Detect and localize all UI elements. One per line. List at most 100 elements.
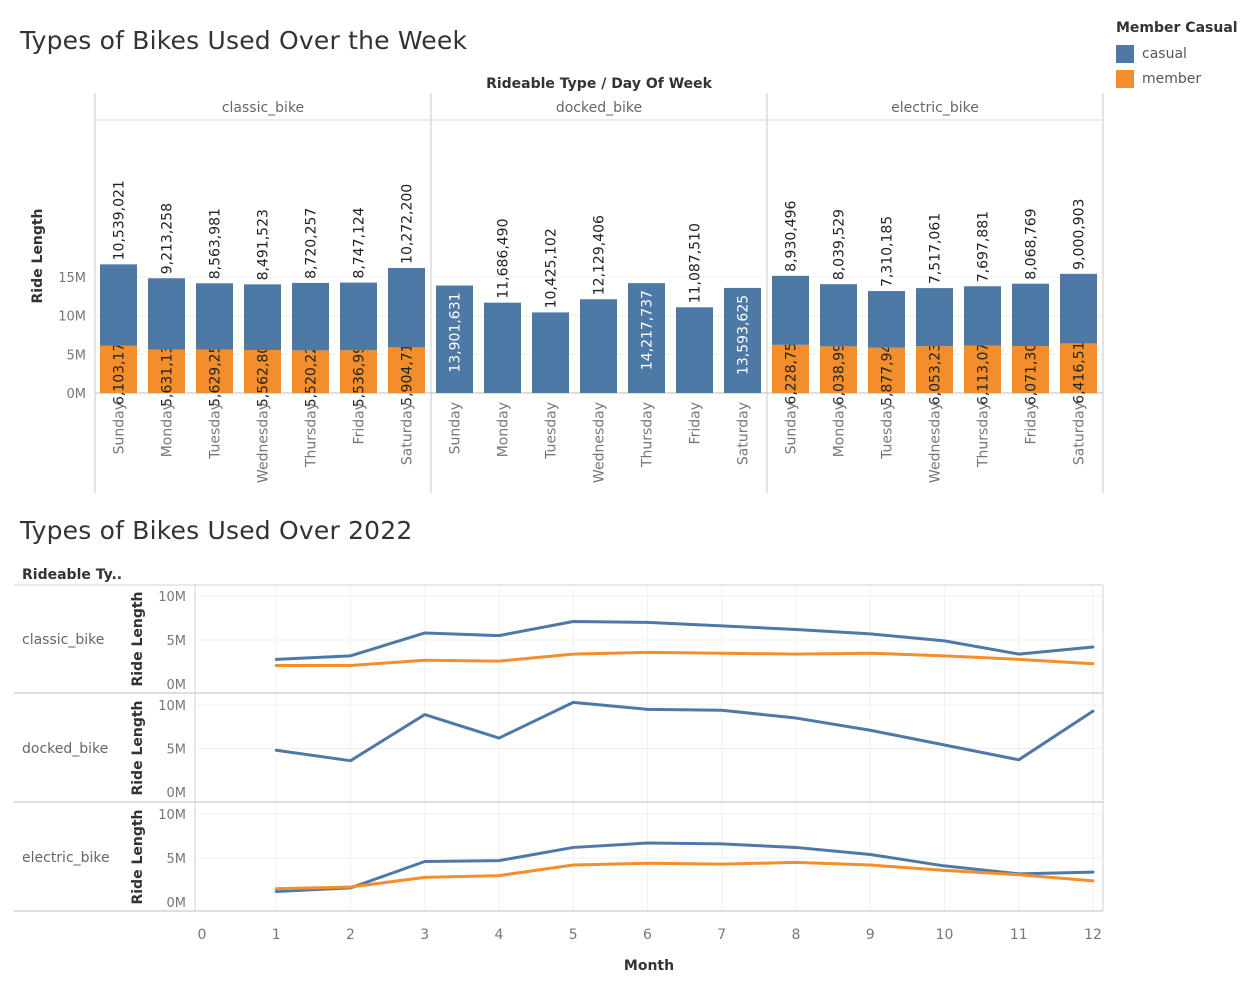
panel-label-classic-bike: classic_bike bbox=[222, 100, 304, 116]
x-tick-label: 12 bbox=[1084, 927, 1102, 943]
bar-casual bbox=[388, 267, 425, 348]
y-tick-label: 0M bbox=[67, 387, 87, 402]
legend-item-casual[interactable]: casual bbox=[1116, 41, 1238, 66]
x-tick-label: Sunday bbox=[112, 402, 128, 454]
y-tick-label: 10M bbox=[58, 310, 86, 325]
bar-label-casual: 8,747,124 bbox=[352, 207, 368, 278]
bar-member bbox=[244, 349, 281, 393]
line-casual-electric-bike bbox=[274, 841, 1095, 893]
x-tick-label: Saturday bbox=[736, 402, 752, 465]
weekly-bar-chart: Rideable Type / Day Of Week 0M 5M 10M 15M Rid… bbox=[30, 76, 1104, 493]
y-tick-label: 0M bbox=[167, 896, 187, 911]
bar-label-casual: 8,039,529 bbox=[832, 209, 848, 280]
x-tick-label: 5 bbox=[569, 927, 578, 943]
bar-label-casual: 14,217,737 bbox=[640, 290, 656, 370]
x-tick-label: Saturday bbox=[1072, 402, 1088, 465]
bar-label-member: 6,228,757 bbox=[784, 333, 800, 404]
x-tick-label: Thursday bbox=[304, 402, 320, 468]
bar-casual bbox=[532, 312, 569, 393]
bar-label-casual: 11,686,490 bbox=[496, 218, 512, 298]
bar-member bbox=[1060, 343, 1097, 393]
x-tick-label: Friday bbox=[1024, 402, 1040, 444]
bar-label-member: 6,038,997 bbox=[832, 334, 848, 405]
bar-casual bbox=[868, 291, 905, 348]
bar-label-member: 5,536,994 bbox=[352, 336, 368, 407]
bar-label-member: 6,416,511 bbox=[1072, 333, 1088, 404]
row-header-title: Rideable Ty.. bbox=[22, 567, 122, 583]
x-tick-label: 0 bbox=[198, 927, 207, 943]
bar-label-member: 6,113,079 bbox=[976, 334, 992, 405]
bar-label-casual: 9,000,903 bbox=[1072, 199, 1088, 270]
x-axis-title: Month bbox=[624, 958, 674, 974]
bar-label-casual: 10,539,021 bbox=[112, 180, 128, 260]
legend-swatch-casual bbox=[1116, 44, 1134, 63]
bar-casual bbox=[196, 283, 233, 350]
bar-casual bbox=[100, 264, 137, 346]
bar-member bbox=[916, 346, 953, 393]
panel-label-docked-bike: docked_bike bbox=[556, 100, 642, 116]
bar-casual bbox=[772, 275, 809, 345]
bar-casual bbox=[292, 282, 329, 351]
top-chart-title: Types of Bikes Used Over the Week bbox=[20, 26, 468, 55]
bar-casual bbox=[964, 286, 1001, 346]
row-label-electric-bike: electric_bike bbox=[22, 850, 110, 866]
legend-item-member[interactable]: member bbox=[1116, 66, 1238, 91]
bar-label-member: 5,631,136 bbox=[160, 336, 176, 407]
bar-label-casual: 8,068,769 bbox=[1024, 208, 1040, 279]
panel-label-electric-bike: electric_bike bbox=[891, 100, 979, 116]
x-tick-label: Friday bbox=[352, 402, 368, 444]
bar-label-casual: 12,129,406 bbox=[592, 215, 608, 295]
y-tick-label: 10M bbox=[158, 808, 186, 823]
bar-member bbox=[964, 345, 1001, 393]
bar-label-member: 5,520,222 bbox=[304, 336, 320, 407]
x-tick-label: 8 bbox=[792, 927, 801, 943]
bar-member bbox=[868, 347, 905, 393]
bar-label-casual: 10,425,102 bbox=[544, 228, 560, 308]
bar-casual bbox=[148, 278, 185, 350]
bar-casual bbox=[628, 283, 665, 393]
legend: Member Casual casual member bbox=[1116, 20, 1238, 91]
bar-label-casual: 7,517,061 bbox=[928, 213, 944, 284]
bar-casual bbox=[820, 284, 857, 347]
bar-casual bbox=[484, 302, 521, 393]
panel-header-title: Rideable Type / Day Of Week bbox=[486, 76, 713, 92]
line-member-classic-bike bbox=[274, 650, 1095, 668]
y-axis-title: Ride Length bbox=[30, 208, 46, 303]
bar-label-casual: 9,213,258 bbox=[160, 203, 176, 274]
bar-label-member: 5,877,942 bbox=[880, 335, 896, 406]
bar-member bbox=[292, 350, 329, 393]
bar-label-member: 6,071,307 bbox=[1024, 334, 1040, 405]
x-tick-label: 4 bbox=[495, 927, 504, 943]
x-tick-label: 9 bbox=[866, 927, 875, 943]
bar-label-casual: 13,593,625 bbox=[736, 295, 752, 375]
bar-label-casual: 13,901,631 bbox=[448, 292, 464, 372]
y-tick-label: 10M bbox=[158, 699, 186, 714]
bar-casual bbox=[916, 288, 953, 347]
bar-casual bbox=[340, 282, 377, 351]
y-axis-title: Ride Length bbox=[130, 591, 146, 686]
x-tick-label: Wednesday bbox=[592, 402, 608, 483]
legend-label-casual: casual bbox=[1142, 45, 1187, 62]
x-tick-label: Thursday bbox=[976, 402, 992, 468]
x-tick-label: 3 bbox=[420, 927, 429, 943]
bar-casual bbox=[580, 299, 617, 393]
line-casual-docked-bike bbox=[274, 700, 1095, 763]
bar-label-member: 5,904,719 bbox=[400, 335, 416, 406]
y-tick-label: 10M bbox=[158, 590, 186, 605]
y-tick-label: 0M bbox=[167, 786, 187, 801]
bar-label-member: 5,629,258 bbox=[208, 336, 224, 407]
row-label-classic-bike: classic_bike bbox=[22, 632, 104, 648]
x-tick-label: 6 bbox=[643, 927, 652, 943]
bar-member bbox=[100, 345, 137, 393]
bar-casual bbox=[676, 307, 713, 393]
bottom-chart-title: Types of Bikes Used Over 2022 bbox=[20, 516, 413, 545]
bar-label-casual: 7,697,881 bbox=[976, 211, 992, 282]
bar-member bbox=[1012, 346, 1049, 393]
x-tick-label: Wednesday bbox=[256, 402, 272, 483]
line-casual-classic-bike bbox=[274, 620, 1095, 661]
legend-swatch-member bbox=[1116, 69, 1134, 88]
bar-casual bbox=[244, 284, 281, 350]
bar-label-casual: 11,087,510 bbox=[688, 223, 704, 303]
bar-casual bbox=[436, 285, 473, 393]
bar-member bbox=[196, 349, 233, 393]
